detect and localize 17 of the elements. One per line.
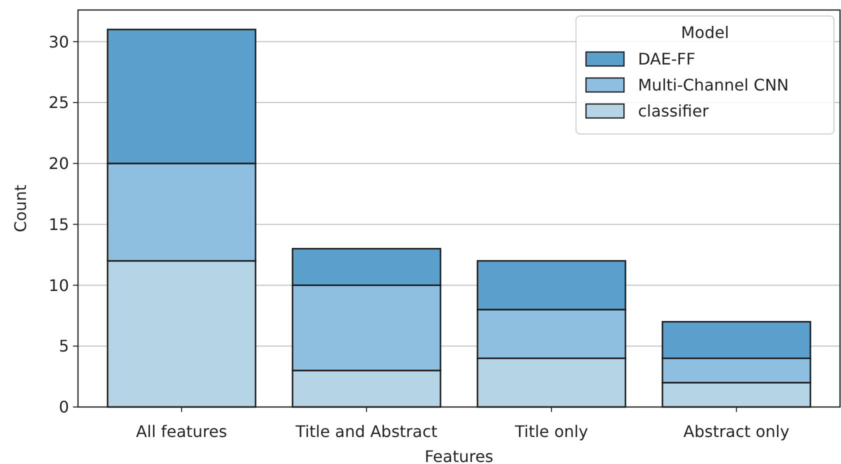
y-tick-label: 20: [48, 154, 69, 174]
legend-label: classifier: [638, 102, 710, 121]
y-tick-label: 30: [48, 32, 69, 52]
y-tick-label: 15: [48, 214, 69, 234]
x-tick-label: Title and Abstract: [294, 422, 438, 441]
y-tick-label: 25: [48, 93, 69, 112]
x-tick-label: Abstract only: [683, 422, 790, 441]
y-tick-label: 0: [58, 398, 69, 417]
x-axis-title: Features: [424, 447, 494, 464]
legend-label: DAE-FF: [638, 50, 696, 69]
y-tick-label: 10: [48, 276, 69, 295]
y-tick-label: 5: [58, 336, 69, 356]
x-tick-label: All features: [136, 422, 228, 441]
y-axis-title: Count: [11, 184, 30, 232]
legend-title: Model: [680, 23, 730, 42]
x-tick-label: Title only: [514, 422, 588, 441]
legend-label: Multi-Channel CNN: [638, 76, 789, 95]
